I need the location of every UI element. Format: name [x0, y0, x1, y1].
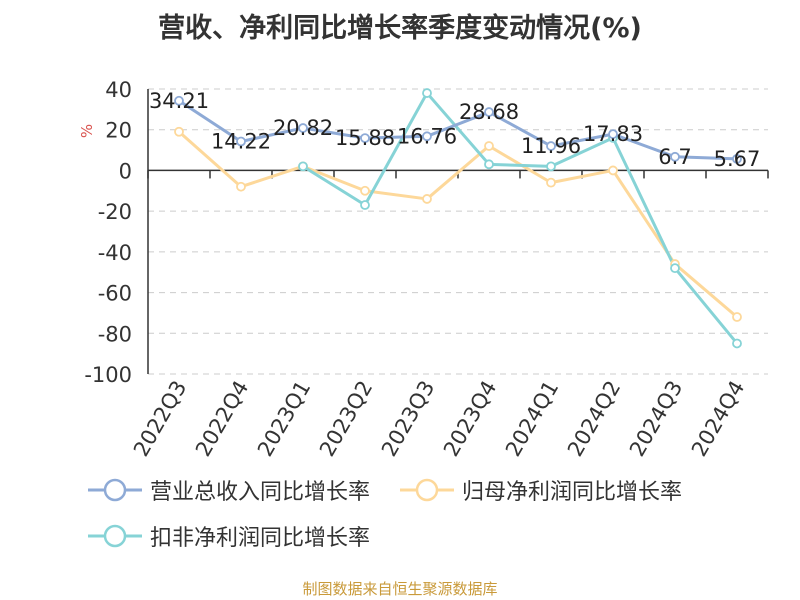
series-point: [732, 338, 742, 349]
series-point: [422, 194, 432, 204]
legend-marker-icon: [400, 478, 454, 502]
legend-marker-icon: [88, 478, 142, 502]
series-point: [608, 165, 618, 176]
data-label: 20.82: [273, 116, 333, 140]
series-point: [298, 161, 308, 172]
x-tick-label: 2024Q3: [625, 377, 687, 461]
legend-label: 归母净利润同比增长率: [462, 480, 683, 505]
data-label: 14.22: [211, 129, 271, 153]
legend-item[interactable]: 扣非净利润同比增长率: [88, 520, 370, 552]
y-tick-label: 20: [105, 119, 132, 143]
series-point: [360, 133, 370, 144]
series-point: [732, 153, 742, 164]
series-point: [360, 185, 370, 196]
series-line: [178, 130, 738, 319]
series-point: [546, 141, 556, 151]
legend-item[interactable]: 归母净利润同比增长率: [400, 474, 682, 506]
series-point: [360, 200, 370, 210]
data-label: 16.76: [397, 124, 457, 148]
x-tick-label: 2023Q1: [253, 377, 315, 461]
data-label: 6.7: [658, 145, 691, 169]
legend-label: 扣非净利润同比增长率: [150, 526, 371, 551]
legend-label: 营业总收入同比增长率: [150, 480, 371, 505]
y-tick-label: -20: [98, 200, 132, 224]
series-point: [174, 126, 184, 137]
data-label: 28.68: [459, 100, 519, 124]
series-point: [484, 159, 494, 170]
y-tick-label: -80: [98, 322, 132, 346]
legend-item[interactable]: 营业总收入同比增长率: [88, 474, 370, 506]
series-point: [236, 136, 246, 147]
y-tick-label: 40: [105, 78, 132, 102]
x-tick-label: 2023Q4: [439, 377, 501, 461]
x-tick-label: 2024Q1: [501, 377, 563, 461]
data-label: 5.67: [714, 147, 761, 171]
x-tick-label: 2024Q4: [687, 377, 749, 461]
x-tick-label: 2022Q4: [191, 377, 253, 461]
x-tick-label: 2023Q2: [315, 377, 377, 461]
series-point: [236, 181, 246, 192]
series-point: [174, 95, 184, 106]
y-tick-label: -60: [98, 282, 132, 306]
data-label: 11.96: [521, 134, 581, 158]
legend-marker-icon: [88, 524, 142, 548]
data-label: 17.83: [583, 122, 643, 146]
x-tick-label: 2022Q3: [129, 377, 191, 461]
series-point: [484, 107, 494, 117]
series-point: [608, 129, 618, 140]
chart-title: 营收、净利同比增长率季度变动情况(%): [158, 13, 642, 44]
series-point: [670, 263, 680, 274]
series-line: [302, 91, 739, 345]
series-line: [178, 99, 738, 161]
series-point: [546, 177, 556, 188]
series-point: [732, 312, 742, 322]
series-point: [484, 141, 494, 151]
data-label: 34.21: [149, 89, 209, 113]
y-axis-label: %: [78, 124, 96, 138]
y-tick-label: -100: [84, 363, 132, 387]
series-point: [670, 151, 680, 162]
series-point: [298, 123, 308, 133]
series-point: [422, 88, 432, 98]
data-label: 15.88: [335, 126, 395, 150]
x-tick-label: 2024Q2: [563, 377, 625, 461]
y-tick-label: -40: [98, 241, 132, 265]
series-point: [546, 161, 556, 172]
series-point: [422, 131, 432, 142]
y-tick-label: 0: [119, 159, 132, 183]
x-tick-label: 2023Q3: [377, 377, 439, 461]
source-footer: 制图数据来自恒生聚源数据库: [302, 580, 498, 598]
